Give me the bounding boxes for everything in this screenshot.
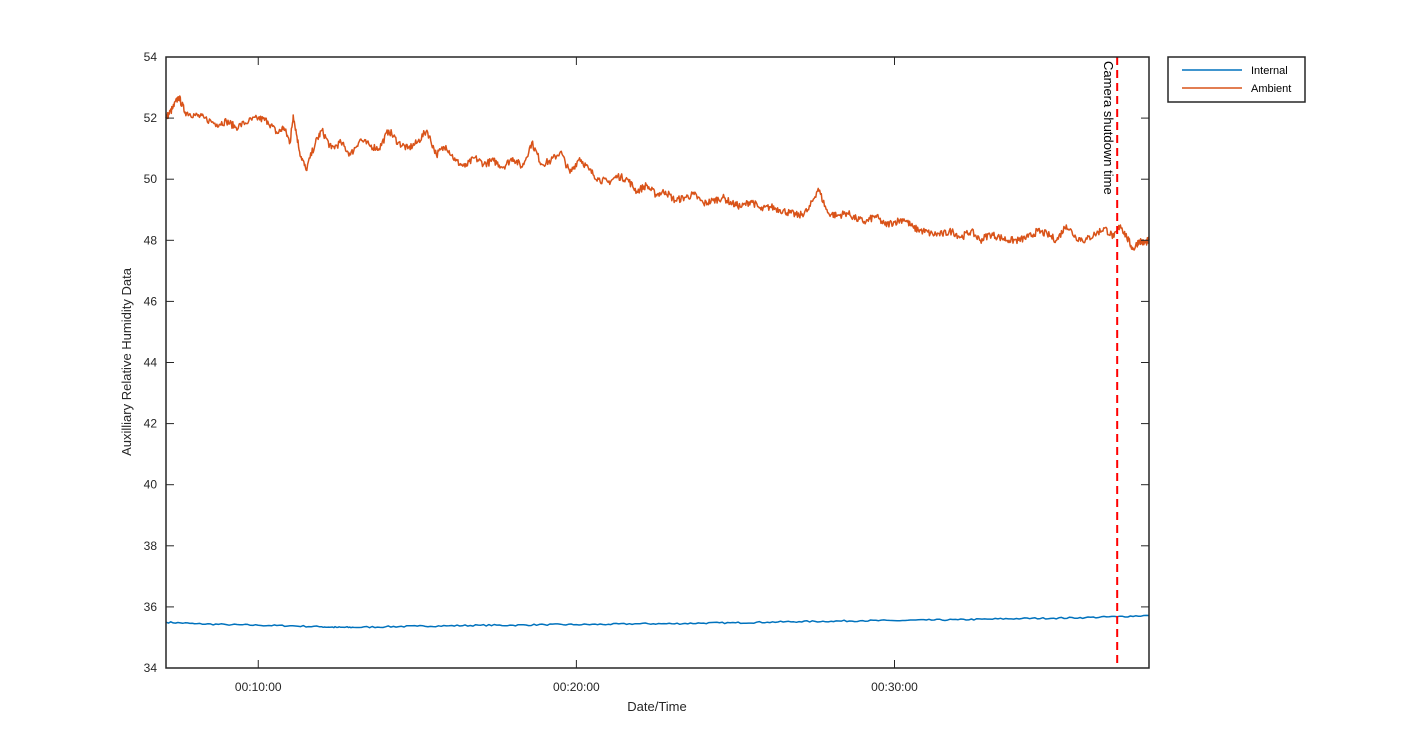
annotation-layer: Camera shutdown time [1101,57,1119,668]
y-axis-label: Auxilliary Relative Humidity Data [119,267,134,456]
y-tick-label: 46 [144,294,158,308]
y-tick-label: 36 [144,600,158,614]
y-tick-label: 38 [144,539,158,553]
shutdown-annotation-label: Camera shutdown time [1101,61,1116,195]
x-tick-label: 00:20:00 [553,680,600,694]
y-tick-label: 42 [144,417,158,431]
y-tick-label: 48 [144,233,158,247]
series-layer [165,95,1150,629]
legend-box [1167,56,1306,103]
legend-label-internal: Internal [1251,65,1288,77]
y-tick-label: 52 [144,111,158,125]
y-tick-label: 34 [144,661,158,675]
y-tick-label: 54 [144,50,158,64]
y-tick-label: 40 [144,478,158,492]
y-tick-label: 44 [144,356,158,370]
axis-layer: 34 36 38 40 42 44 46 48 50 52 54 00:10:00 00:20:00 00… [144,50,1149,694]
x-tick-label: 00:30:00 [871,680,918,694]
series-line-ambient [165,95,1150,251]
series-line-internal [165,614,1150,629]
plot-area [166,57,1149,668]
y-tick-label: 50 [144,172,158,186]
x-tick-label: 00:10:00 [235,680,282,694]
legend-label-ambient: Ambient [1251,83,1291,95]
x-axis-label: Date/Time [627,699,686,714]
legend: Internal Ambient [1167,56,1306,103]
